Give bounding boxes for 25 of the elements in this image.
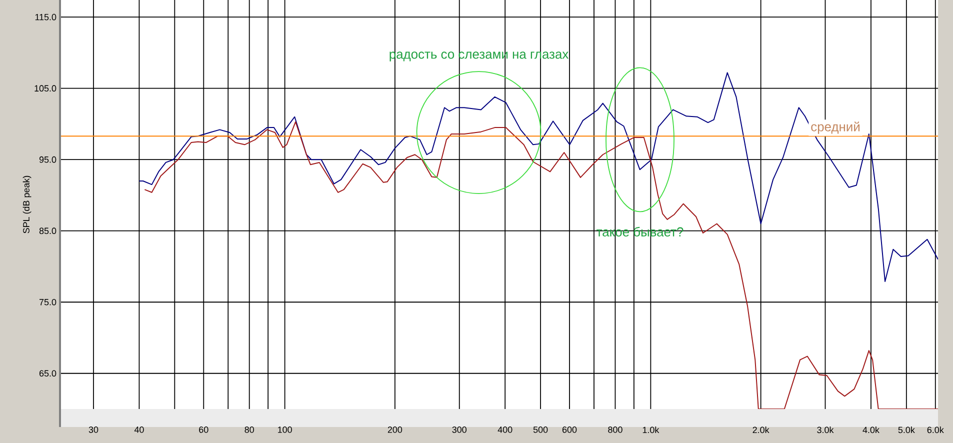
x-tick-label: 80 bbox=[244, 426, 254, 433]
x-tick-label: 6.0k bbox=[927, 426, 944, 434]
x-tick-label: 300 bbox=[452, 426, 466, 433]
x-tick-label: 40 bbox=[134, 426, 144, 433]
x-tick-label: 400 bbox=[498, 426, 512, 433]
x-tick-label: 100 bbox=[278, 426, 292, 433]
x-tick-label: 1.0k bbox=[642, 426, 660, 434]
x-tick-label: 2.0k bbox=[752, 426, 770, 434]
x-tick-label: 4.0k bbox=[862, 426, 880, 434]
ref-line-label: средний bbox=[811, 122, 860, 134]
x-tick-label: 60 bbox=[199, 426, 208, 433]
y-tick-label: 65.0 bbox=[39, 370, 56, 377]
y-axis-title: SPL (dB peak) bbox=[22, 176, 32, 234]
x-tick-label: 5.0k bbox=[898, 426, 915, 434]
x-tick-label: 600 bbox=[562, 426, 577, 433]
y-tick-label: 75.0 bbox=[39, 298, 56, 306]
y-tick-label: 95.0 bbox=[39, 156, 56, 163]
y-tick-label: 105.0 bbox=[34, 85, 56, 92]
x-tick-label: 30 bbox=[88, 426, 98, 433]
x-tick-label: 3.0k bbox=[817, 426, 834, 434]
x-tick-label: 200 bbox=[388, 426, 402, 433]
x-tick-label: 800 bbox=[608, 426, 622, 433]
x-tick-label: 500 bbox=[533, 426, 548, 433]
y-tick-label: 85.0 bbox=[39, 228, 56, 234]
y-tick-label: 115.0 bbox=[35, 14, 56, 20]
